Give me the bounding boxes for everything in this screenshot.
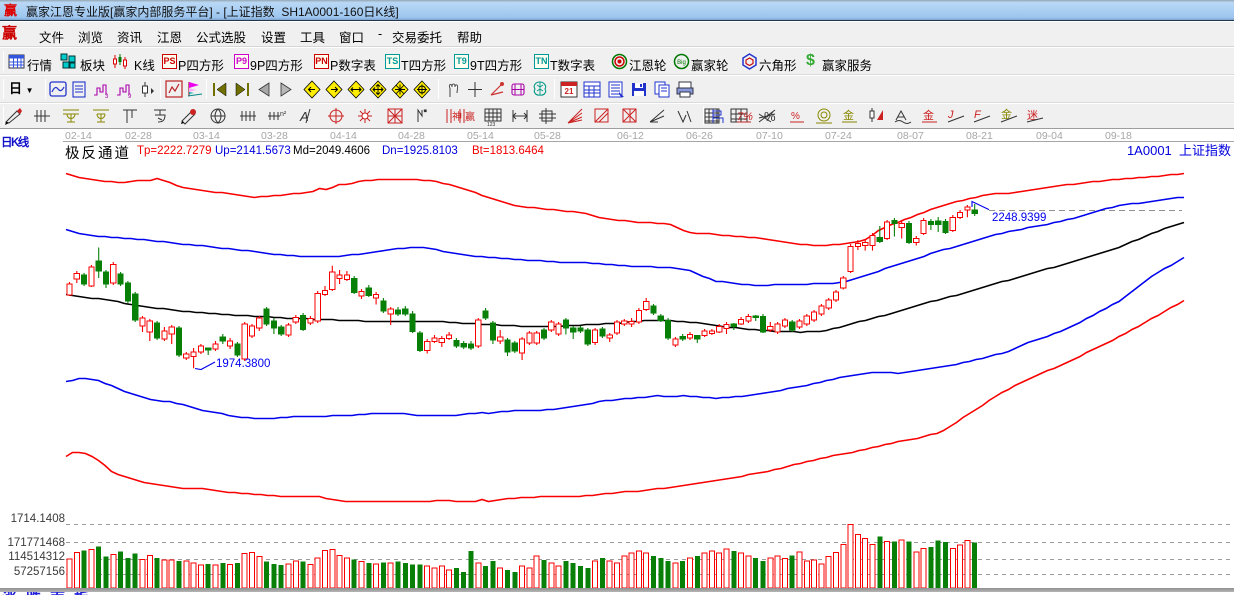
svg-text:n²: n² [280,111,287,118]
svg-text:Big: Big [677,60,686,66]
svg-text:金: 金 [843,108,854,122]
svg-text:21: 21 [565,87,574,96]
svg-text:神: 神 [452,110,462,123]
svg-text:A: A [299,109,309,124]
svg-text:赢: 赢 [465,110,475,123]
svg-text:7%: 7% [737,111,753,123]
svg-text:%: % [791,111,800,122]
svg-text:F: F [974,109,982,121]
svg-text:123: 123 [487,122,496,126]
svg-text:": " [424,110,427,117]
svg-text:2248.9399: 2248.9399 [992,212,1046,224]
svg-text:3: 3 [105,94,109,99]
svg-text:J: J [947,109,954,121]
svg-text:9: 9 [128,94,132,99]
svg-text:1974.3800: 1974.3800 [216,358,270,370]
svg-text:迷: 迷 [1027,109,1038,122]
svg-text:%: % [764,109,776,124]
svg-text:金: 金 [923,108,934,122]
svg-text:金: 金 [1001,107,1012,121]
